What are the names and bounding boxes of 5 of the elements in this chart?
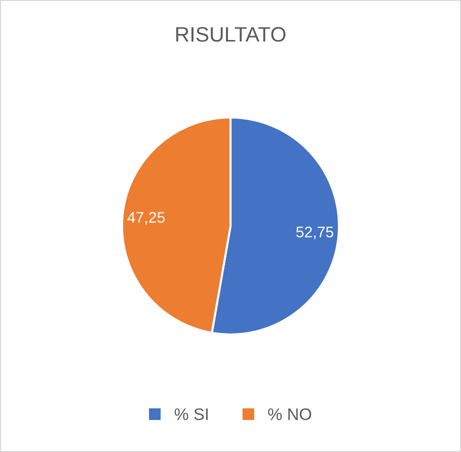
legend-label: % NO (268, 408, 312, 420)
data-label: 47,25 (127, 212, 165, 225)
chart-title: RISULTATO (176, 27, 286, 42)
data-label: 52,75 (296, 226, 334, 240)
legend-label: % SI (174, 408, 208, 420)
